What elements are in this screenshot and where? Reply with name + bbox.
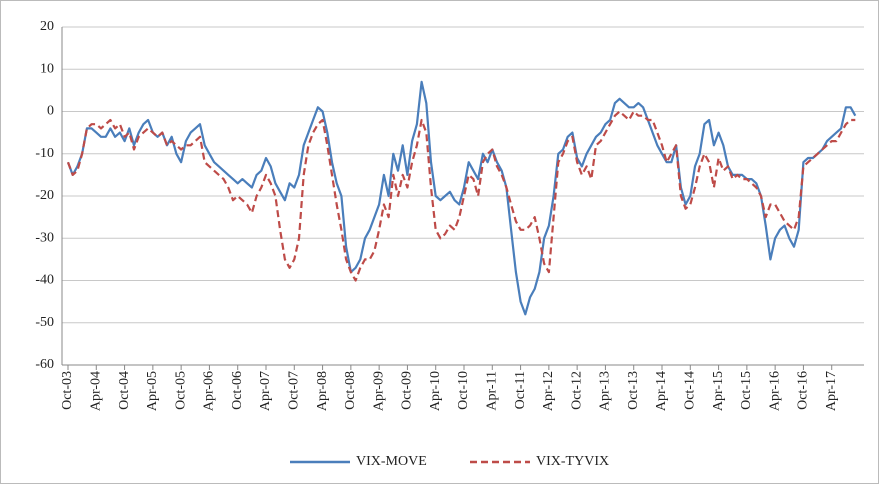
x-tick-label: Oct-04 — [117, 371, 132, 410]
y-tick-label: 10 — [40, 61, 54, 76]
x-tick-label: Oct-14 — [683, 371, 698, 410]
x-tick-label: Oct-03 — [60, 371, 75, 410]
y-tick-label: -10 — [35, 146, 54, 161]
x-tick-label: Oct-08 — [343, 371, 358, 410]
x-tick-label: Oct-12 — [569, 371, 584, 410]
x-tick-label: Oct-15 — [739, 371, 754, 410]
y-tick-label: -60 — [35, 357, 54, 372]
x-tick-label: Oct-13 — [626, 371, 641, 410]
y-tick-label: 0 — [47, 104, 54, 119]
series-line — [66, 110, 856, 282]
x-tick-label: Oct-11 — [513, 371, 528, 409]
x-tick-label: Apr-04 — [89, 371, 104, 411]
x-tick-label: Apr-08 — [315, 371, 330, 411]
y-tick-label: 20 — [40, 19, 54, 34]
x-tick-label: Apr-07 — [258, 371, 273, 411]
legend-label: VIX-TYVIX — [536, 454, 609, 469]
x-tick-label: Oct-16 — [796, 371, 811, 410]
series-line — [66, 80, 857, 316]
x-tick-label: Apr-15 — [711, 371, 726, 411]
x-tick-label: Oct-06 — [230, 371, 245, 410]
x-tick-label: Apr-06 — [202, 371, 217, 411]
y-tick-label: -20 — [35, 188, 54, 203]
x-tick-label: Apr-05 — [145, 371, 160, 411]
x-tick-label: Apr-17 — [824, 371, 839, 411]
x-tick-label: Apr-13 — [598, 371, 613, 411]
legend-label: VIX-MOVE — [356, 454, 427, 469]
x-tick-label: Apr-11 — [485, 371, 500, 411]
y-tick-label: -30 — [35, 230, 54, 245]
x-tick-label: Apr-16 — [767, 371, 782, 411]
x-tick-label: Oct-05 — [173, 371, 188, 410]
x-tick-label: Apr-12 — [541, 371, 556, 411]
x-tick-label: Oct-10 — [456, 371, 471, 410]
x-tick-label: Apr-14 — [654, 371, 669, 411]
x-tick-label: Oct-07 — [287, 371, 302, 410]
y-tick-label: -50 — [35, 315, 54, 330]
x-tick-label: Oct-09 — [400, 371, 415, 410]
x-tick-label: Apr-09 — [371, 371, 386, 411]
y-tick-label: -40 — [35, 273, 54, 288]
x-tick-label: Apr-10 — [428, 371, 443, 411]
